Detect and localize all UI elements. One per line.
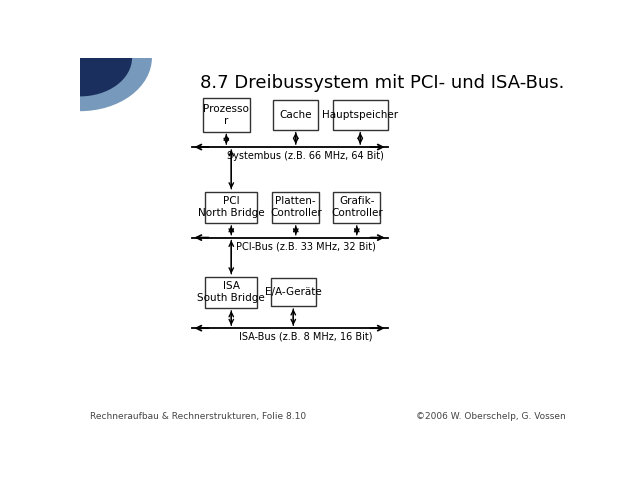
Text: Systembus (z.B. 66 MHz, 64 Bit): Systembus (z.B. 66 MHz, 64 Bit) [227, 151, 384, 161]
Text: Rechneraufbau & Rechnerstrukturen, Folie 8.10: Rechneraufbau & Rechnerstrukturen, Folie… [90, 411, 306, 420]
Text: Platten-
Controller: Platten- Controller [270, 196, 322, 218]
Bar [273, 100, 318, 130]
Bar [205, 276, 257, 308]
Bar [272, 192, 319, 223]
Text: ISA-Bus (z.B. 8 MHz, 16 Bit): ISA-Bus (z.B. 8 MHz, 16 Bit) [239, 332, 372, 342]
Text: Cache: Cache [280, 110, 312, 120]
Text: Grafik-
Controller: Grafik- Controller [331, 196, 383, 218]
Bar [333, 192, 380, 223]
Bar [205, 192, 257, 223]
Wedge shape [80, 58, 152, 111]
Bar [271, 278, 316, 306]
Text: E/A-Geräte: E/A-Geräte [265, 288, 322, 297]
Text: PCI-Bus (z.B. 33 MHz, 32 Bit): PCI-Bus (z.B. 33 MHz, 32 Bit) [236, 241, 376, 252]
Text: PCI
North Bridge: PCI North Bridge [198, 196, 264, 218]
Text: ©2006 W. Oberschelp, G. Vossen: ©2006 W. Oberschelp, G. Vossen [417, 411, 566, 420]
Bar [203, 98, 250, 132]
Wedge shape [80, 58, 132, 96]
Text: 8.7 Dreibussystem mit PCI- und ISA-Bus.: 8.7 Dreibussystem mit PCI- und ISA-Bus. [200, 74, 564, 92]
Bar [333, 100, 387, 130]
Text: Prozesso
r: Prozesso r [204, 104, 249, 126]
Text: ISA
South Bridge: ISA South Bridge [197, 281, 265, 303]
Text: Hauptspeicher: Hauptspeicher [322, 110, 398, 120]
